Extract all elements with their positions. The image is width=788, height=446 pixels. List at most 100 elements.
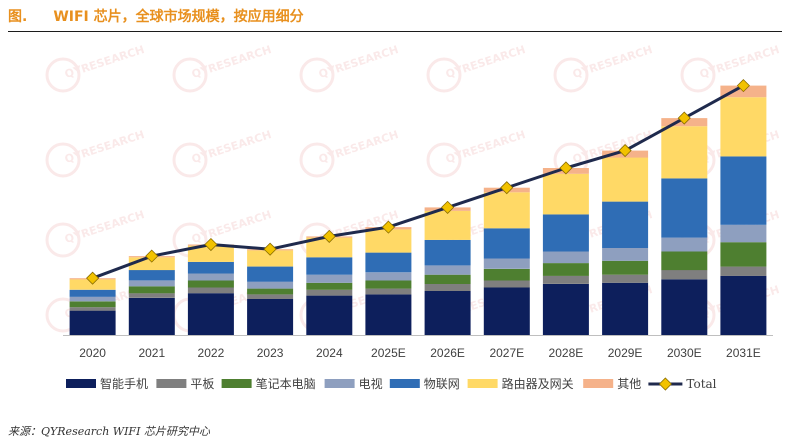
bar-segment [365, 252, 412, 273]
bar-segment [187, 273, 234, 281]
total-marker [559, 161, 573, 175]
bar-segment [247, 266, 294, 282]
watermark-logo: QYRESEARCH [426, 128, 527, 178]
bar-segment [187, 261, 234, 274]
bar-segment [720, 224, 767, 243]
bar-segment [542, 251, 589, 264]
svg-text:QYRESEARCH: QYRESEARCH [444, 128, 527, 166]
bar-segment [247, 281, 294, 289]
watermark-logo: QYRESEARCH [172, 128, 273, 178]
bar-segment [365, 280, 412, 289]
bar-segment [365, 272, 412, 281]
bar-segment [424, 290, 471, 335]
legend-label: Total [686, 377, 716, 391]
x-tick-label: 2020 [79, 346, 106, 360]
bar-segment [661, 251, 708, 271]
bar-segment [128, 297, 175, 335]
x-tick-label: 2027E [489, 346, 524, 360]
x-tick-label: 2026E [430, 346, 465, 360]
bar-segment [661, 237, 708, 252]
bar-segment [720, 156, 767, 225]
svg-text:QYRESEARCH: QYRESEARCH [698, 43, 781, 81]
watermark-logo: QYRESEARCH [299, 128, 400, 178]
bar-segment [69, 296, 116, 302]
total-marker [500, 181, 514, 195]
bar-segment [69, 307, 116, 311]
legend-label: 物联网 [424, 377, 460, 391]
bar-segment [306, 295, 353, 335]
total-line [92, 84, 745, 280]
x-tick-label: 2023 [257, 346, 284, 360]
watermark-logo: QYRESEARCH [45, 128, 146, 178]
total-marker [736, 79, 750, 93]
bar-segment [424, 210, 471, 240]
legend-label: 电视 [359, 376, 383, 391]
watermark-logo: QYRESEARCH [680, 43, 781, 93]
legend-label: 笔记本电脑 [256, 376, 316, 391]
watermark-logo: QYRESEARCH [172, 43, 273, 93]
bar-segment [306, 237, 353, 258]
legend-swatch [389, 379, 420, 388]
x-tick-label: 2031E [726, 346, 761, 360]
bar-segment [247, 299, 294, 335]
figure-label: 图. [8, 9, 28, 25]
bar-segment [661, 270, 708, 280]
bar-segment [602, 274, 649, 283]
chart-title: 图. WIFI 芯片，全球市场规模，按应用细分 [8, 6, 304, 26]
legend-label: 其他 [617, 377, 641, 391]
svg-text:QYRESEARCH: QYRESEARCH [63, 43, 146, 81]
bar-segment [187, 293, 234, 335]
total-marker [441, 200, 455, 214]
bar-segment [602, 201, 649, 248]
bar-segment [247, 288, 294, 295]
bar-segment [661, 126, 708, 179]
legend-swatch [66, 379, 96, 388]
svg-text:QYRESEARCH: QYRESEARCH [444, 43, 527, 81]
bar-segment [69, 310, 116, 335]
legend-line-marker [658, 377, 672, 391]
legend-swatch [221, 379, 252, 388]
bar-segment [247, 294, 294, 299]
total-marker [263, 242, 277, 256]
bar-segment [424, 265, 471, 275]
total-marker [322, 229, 336, 243]
legend-label: 平板 [190, 377, 214, 391]
bar-segment [247, 250, 294, 267]
total-marker [86, 271, 100, 285]
legend-label: 智能手机 [100, 376, 148, 391]
bar-segment [483, 268, 530, 281]
total-marker [381, 220, 395, 234]
figure-title: WIFI 芯片，全球市场规模，按应用细分 [53, 9, 304, 25]
bar-segment [483, 228, 530, 259]
bar-segment [306, 257, 353, 275]
bar-segment [602, 248, 649, 261]
bar-segment [542, 214, 589, 252]
bar-segment [542, 263, 589, 276]
bar-segment [542, 284, 589, 335]
bar-segment [128, 270, 175, 281]
legend-swatch [324, 379, 355, 388]
bar-segment [424, 284, 471, 291]
total-marker [145, 249, 159, 263]
bar-segment [661, 279, 708, 335]
svg-text:QYRESEARCH: QYRESEARCH [190, 208, 273, 246]
svg-text:QYRESEARCH: QYRESEARCH [317, 128, 400, 166]
bar-segment [128, 286, 175, 294]
watermark-logo: QYRESEARCH [45, 43, 146, 93]
title-divider [8, 31, 782, 32]
legend-swatch [156, 379, 187, 388]
legend-swatch [467, 379, 498, 388]
legend-label: 路由器及网关 [502, 376, 574, 391]
bar-segment [306, 274, 353, 283]
bar-segment [187, 287, 234, 294]
bar-segment [128, 280, 175, 287]
bar-segment [602, 157, 649, 202]
x-tick-label: 2030E [667, 346, 702, 360]
watermark-logo: QYRESEARCH [553, 43, 654, 93]
bar-segment [602, 282, 649, 335]
x-tick-label: 2025E [371, 346, 406, 360]
bar-segment [720, 242, 767, 267]
bar-segment [720, 275, 767, 335]
x-tick-label: 2022 [198, 346, 225, 360]
